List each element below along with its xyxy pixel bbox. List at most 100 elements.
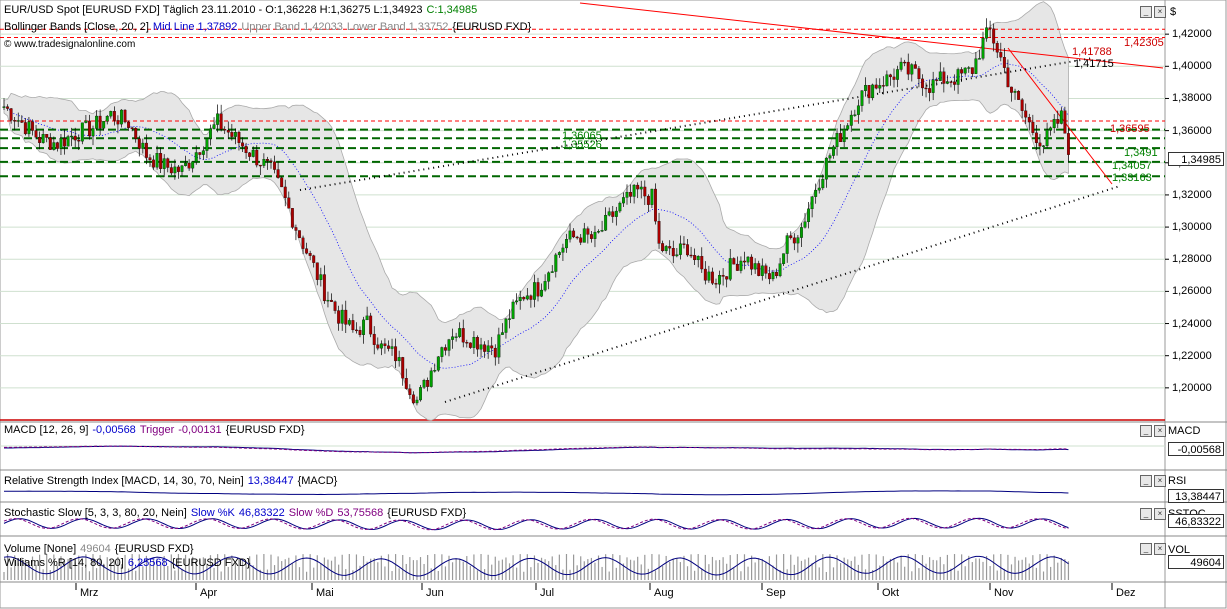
candle-body	[540, 289, 544, 297]
candle-body	[34, 130, 38, 138]
bb-label: Bollinger Bands [Close, 20, 2]	[4, 21, 149, 33]
candle-body	[839, 133, 843, 143]
candle-body	[643, 186, 647, 197]
rsi-close-icon[interactable]: ×	[1154, 475, 1166, 487]
candle-body	[504, 318, 508, 333]
month-label: Jul	[540, 587, 555, 599]
macd-axis-value: -0,00568	[1168, 442, 1224, 456]
candle-body	[696, 256, 700, 261]
close-pane-icon[interactable]: ×	[1154, 6, 1166, 18]
candle-body	[87, 120, 91, 137]
macd-close-icon[interactable]: ×	[1154, 425, 1166, 437]
minimize-pane-icon[interactable]: _	[1140, 6, 1152, 18]
candle-body	[20, 120, 24, 123]
candle-body	[703, 268, 707, 281]
candle-body	[358, 330, 362, 335]
candle-body	[956, 69, 960, 85]
candle-body	[45, 134, 49, 138]
candle-body	[547, 272, 551, 282]
candle-body	[1059, 110, 1063, 124]
candle-body	[832, 146, 835, 156]
volume-minimize-icon[interactable]: _	[1140, 543, 1152, 555]
stoch-minimize-icon[interactable]: _	[1140, 508, 1152, 520]
macd-trigger-label: Trigger	[139, 424, 175, 436]
candle-body	[130, 127, 134, 129]
candle-body	[372, 333, 376, 345]
candle-body	[881, 85, 885, 87]
candle-body	[885, 74, 889, 87]
candle-body	[436, 356, 440, 371]
candle-body	[910, 64, 914, 75]
candle-body	[144, 142, 148, 158]
price-tick-label: 1,30000	[1172, 221, 1212, 234]
candle-body	[572, 230, 576, 238]
candle-body	[896, 69, 900, 80]
stoch-close-icon[interactable]: ×	[1154, 508, 1166, 520]
candle-body	[109, 111, 113, 117]
candle-body	[105, 115, 109, 122]
macd-label: MACD [12, 26, 9]	[4, 424, 89, 436]
candle-body	[458, 328, 462, 337]
macd-minimize-icon[interactable]: _	[1140, 425, 1152, 437]
williams-line	[3, 555, 1069, 577]
candle-body	[931, 79, 935, 93]
candle-body	[632, 184, 636, 197]
candle-body	[782, 253, 786, 264]
month-label: Dez	[1116, 587, 1136, 599]
candle-body	[714, 283, 718, 285]
candle-body	[52, 142, 56, 150]
candle-body	[1010, 86, 1013, 93]
candle-body	[187, 162, 191, 169]
level-black-mid: 1,41715	[1074, 58, 1114, 70]
macd-header: MACD [12, 26, 9] -0,00568 Trigger -0,00131{…	[4, 424, 309, 437]
bollinger-mid-line	[3, 63, 1069, 369]
level-green-1: 1,36065	[562, 130, 602, 142]
candle-body	[497, 334, 501, 358]
candle-body	[842, 129, 846, 143]
month-label: Apr	[200, 587, 218, 599]
candle-body	[98, 115, 102, 129]
candle-body	[255, 149, 259, 166]
candle-body	[974, 58, 978, 74]
candle-body	[70, 135, 74, 138]
candle-body	[799, 227, 803, 238]
candle-body	[169, 167, 173, 174]
candle-body	[607, 211, 611, 216]
candle-body	[493, 347, 497, 358]
candle-body	[290, 208, 294, 228]
candle-body	[287, 197, 291, 209]
candle-body	[725, 276, 729, 280]
price-tick-label: 1,24000	[1172, 317, 1212, 330]
candle-body	[1027, 117, 1031, 123]
candle-body	[241, 142, 244, 147]
main-chart-header: EUR/USD Spot [EURUSD FXD] Täglich 23.11.…	[4, 4, 481, 17]
candle-body	[746, 256, 750, 263]
volume-axis-label: VOL	[1168, 544, 1191, 556]
candle-body	[867, 85, 871, 99]
candle-body	[479, 344, 483, 350]
rsi-minimize-icon[interactable]: _	[1140, 475, 1152, 487]
candle-body	[743, 260, 746, 263]
candle-body	[629, 191, 633, 197]
candle-body	[159, 153, 163, 169]
month-label: Jun	[426, 587, 444, 599]
price-tick-label: 1,38000	[1172, 92, 1212, 105]
candle-body	[903, 61, 907, 64]
bb-symbol: {EURUSD FXD}	[452, 21, 532, 33]
candle-body	[963, 67, 967, 74]
candle-body	[1031, 121, 1035, 133]
candle-body	[308, 253, 312, 256]
candle-body	[511, 301, 515, 319]
volume-close-icon[interactable]: ×	[1154, 543, 1166, 555]
candle-body	[63, 138, 66, 147]
candle-body	[408, 388, 412, 395]
candle-body	[732, 258, 736, 265]
candle-body	[924, 87, 928, 90]
macd-value: -0,00568	[92, 424, 136, 436]
candle-body	[55, 142, 59, 149]
candle-body	[771, 272, 775, 280]
candle-body	[102, 121, 106, 129]
candle-body	[31, 121, 34, 131]
candle-body	[803, 221, 807, 228]
candle-body	[91, 128, 95, 137]
